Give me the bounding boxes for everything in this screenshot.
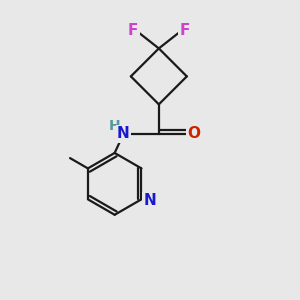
Text: O: O [188,126,201,141]
Text: N: N [143,193,156,208]
Text: F: F [180,23,190,38]
Text: F: F [128,23,138,38]
Text: N: N [117,126,130,141]
Text: H: H [109,118,121,133]
